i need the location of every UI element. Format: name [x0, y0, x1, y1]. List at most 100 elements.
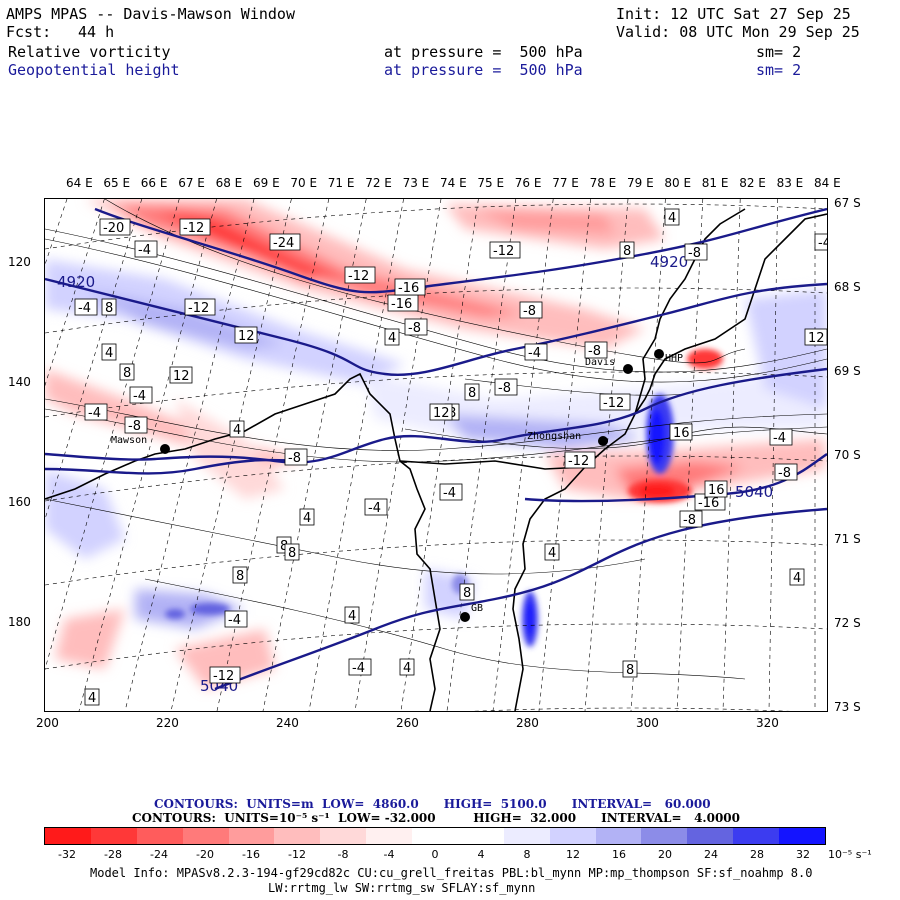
vorticity-label-text: -8: [778, 466, 791, 481]
y-tick-label: 140: [8, 375, 31, 389]
y-tick-label: 120: [8, 255, 31, 269]
vorticity-label-text: 8: [123, 366, 131, 381]
vorticity-label-text: -4: [352, 661, 365, 676]
vorticity-contour-info: CONTOURS: UNITS=10⁻⁵ s⁻¹ LOW= -32.000 HI…: [132, 811, 740, 825]
vorticity-label-text: -4: [88, 406, 101, 421]
station-label-hhp: HHP: [665, 353, 683, 364]
vorticity-label-text: 12: [238, 329, 255, 344]
davis-marker: [623, 364, 633, 374]
vorticity-label-text: -8: [683, 513, 696, 528]
colorbar-swatch: [228, 828, 275, 844]
vorticity-label-text: -20: [103, 221, 124, 236]
longitude-label: 68 E: [215, 176, 243, 190]
longitude-label: 74 E: [440, 176, 467, 190]
vorticity-label-text: -4: [228, 613, 241, 628]
vorticity-contours: [45, 199, 827, 680]
vorticity-contour-label: -12: [599, 393, 631, 411]
vorticity-contour-label: -8: [519, 301, 543, 319]
colorbar-swatch: [366, 828, 412, 844]
longitude-label: 84 E: [814, 176, 841, 190]
zhongshan-marker: [598, 436, 608, 446]
vorticity-label-text: -12: [493, 244, 514, 259]
longitude-label: 78 E: [589, 176, 617, 190]
vorticity-label-text: 8: [463, 586, 471, 601]
vorticity-label-text: 4: [105, 346, 113, 361]
colorbar-label: -12: [288, 848, 306, 861]
colorbar-label: -32: [58, 848, 76, 861]
latitude-label: 72 S: [834, 616, 861, 630]
field1-smoothing: sm= 2: [756, 43, 802, 61]
latitude-label: 67 S: [834, 196, 861, 210]
vorticity-contour-label: 12: [169, 366, 193, 384]
vorticity-label-text: -4: [818, 236, 827, 251]
vorticity-map: Davis Mawson Zhongshan GB HHP 4920 4920 …: [44, 198, 828, 712]
colorbar-swatch: [733, 828, 779, 844]
vorticity-contour-label: -8: [284, 448, 308, 466]
valid-time: Valid: 08 UTC Mon 29 Sep 25: [616, 23, 860, 41]
vorticity-label-text: -8: [288, 451, 301, 466]
vorticity-label-text: 4: [668, 211, 676, 226]
colorbar-swatch: [90, 828, 137, 844]
vorticity-contour-label: 4: [384, 328, 400, 346]
vorticity-contour-label: -8: [679, 510, 703, 528]
latitude-label: 73 S: [834, 700, 861, 714]
x-tick-label: 240: [276, 716, 299, 730]
vorticity-contour-label: -12: [564, 451, 596, 469]
vorticity-label-text: 8: [623, 244, 631, 259]
longitude-label: 69 E: [253, 176, 280, 190]
vorticity-label-text: 4: [403, 661, 411, 676]
field2-name: Geopotential height: [8, 61, 180, 79]
colorbar-label: 28: [750, 848, 764, 861]
latitude-label: 68 S: [834, 280, 861, 294]
height-label: 4920: [57, 273, 95, 291]
vorticity-label-text: -4: [133, 389, 146, 404]
latitude-label: 71 S: [834, 532, 861, 546]
vorticity-contour-label: -4: [769, 428, 793, 446]
height-contour-info: CONTOURS: UNITS=m LOW= 4860.0 HIGH= 5100…: [154, 797, 711, 811]
x-tick-label: 260: [396, 716, 419, 730]
colorbar-label: -28: [104, 848, 122, 861]
vorticity-label-text: -16: [398, 281, 419, 296]
longitude-label: 83 E: [776, 176, 804, 190]
vorticity-label-text: 4: [233, 423, 241, 438]
y-tick-label: 160: [8, 495, 31, 509]
colorbar-swatch: [641, 828, 688, 844]
longitude-label: 77 E: [552, 176, 579, 190]
station-markers: [160, 349, 664, 622]
vorticity-label-text: -16: [391, 297, 412, 312]
vorticity-label-text: 4: [388, 331, 396, 346]
colorbar-label: -4: [383, 848, 395, 861]
vorticity-label-text: 12: [433, 406, 450, 421]
colorbar-swatch: [274, 828, 321, 844]
colorbar-label: -20: [196, 848, 214, 861]
vorticity-contour-label: 8: [119, 363, 135, 381]
vorticity-label-text: 12: [808, 331, 825, 346]
vorticity-contour-label: -8: [124, 416, 148, 434]
station-label-gb: GB: [471, 603, 483, 614]
vorticity-contour-label: 12: [429, 403, 453, 421]
x-tick-label: 220: [156, 716, 179, 730]
vorticity-contour-label: 8: [622, 660, 638, 678]
vorticity-label-text: 4: [793, 571, 801, 586]
vorticity-labels: -20 -12-4 -24-12-16-4 -12-16-8-12-8-4 -8-128…: [74, 208, 827, 706]
vorticity-label-text: 8: [280, 539, 288, 554]
colorbar-swatch: [503, 828, 550, 844]
x-tick-label: 320: [756, 716, 779, 730]
vorticity-label-text: 8: [236, 569, 244, 584]
coastline: [45, 208, 827, 711]
vorticity-contour-label: -8: [584, 341, 608, 359]
vorticity-contour-label: 4: [664, 208, 680, 226]
vorticity-contour-label: 12: [804, 328, 827, 346]
colorbar-swatch: [412, 828, 458, 844]
vorticity-contour-label: -4: [224, 610, 248, 628]
field1-level: at pressure = 500 hPa: [384, 43, 583, 61]
x-tick-label: 280: [516, 716, 539, 730]
vorticity-label-text: 4: [548, 546, 556, 561]
vorticity-label-text: -4: [773, 431, 786, 446]
x-tick-label: 300: [636, 716, 659, 730]
colorbar-label: 4: [477, 848, 485, 861]
colorbar-swatch: [320, 828, 367, 844]
height-label: 4920: [650, 253, 688, 271]
vorticity-label-text: 8: [105, 301, 113, 316]
vorticity-label-text: -16: [698, 496, 719, 511]
